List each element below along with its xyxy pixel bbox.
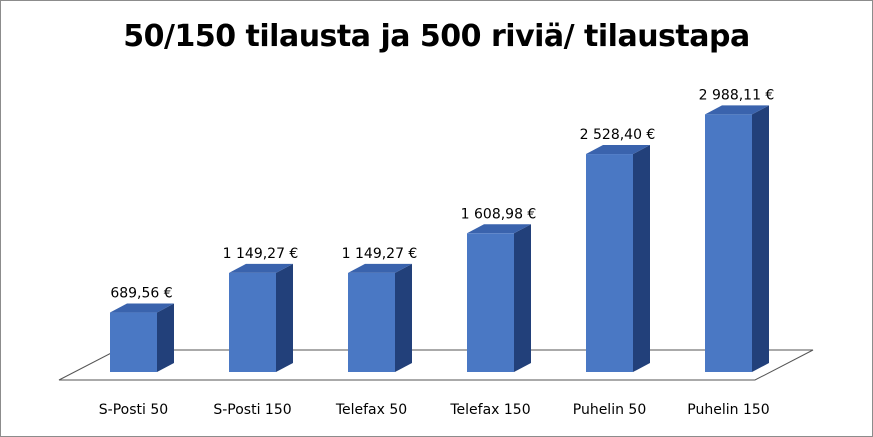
data-label: 1 608,98 € — [461, 206, 537, 222]
bar-side — [514, 224, 531, 372]
chart-title: 50/150 tilausta ja 500 riviä/ tilaustapa — [123, 19, 750, 54]
bar — [586, 145, 650, 372]
category-tick-label: S-Posti 50 — [99, 402, 168, 418]
bar-side — [157, 303, 174, 372]
bar-group — [110, 105, 769, 372]
data-label: 689,56 € — [110, 286, 172, 302]
bar-front — [705, 114, 752, 372]
category-tick-label: Puhelin 150 — [687, 402, 769, 418]
bar-top — [110, 303, 174, 313]
category-tick-label: S-Posti 150 — [213, 402, 291, 418]
category-tick-label: Telefax 150 — [449, 402, 530, 418]
bar-top — [586, 145, 650, 155]
bar — [110, 303, 174, 372]
bar — [705, 105, 769, 372]
data-label: 1 149,27 € — [223, 246, 299, 262]
bar-front — [348, 272, 395, 372]
bar-side — [276, 263, 293, 372]
category-tick-label: Telefax 50 — [335, 402, 407, 418]
bar-front — [586, 154, 633, 372]
data-label: 2 528,40 € — [580, 127, 656, 143]
bar-side — [633, 145, 650, 372]
bar-front — [467, 233, 514, 372]
category-tick-label: Puhelin 50 — [573, 402, 646, 418]
bar-top — [467, 224, 531, 234]
bar-front — [229, 272, 276, 372]
data-label: 2 988,11 € — [699, 87, 775, 103]
bar-side — [395, 263, 412, 372]
category-label-group: S-Posti 50 S-Posti 150 Telefax 50 Telefax 1… — [99, 402, 770, 418]
bar-top — [229, 263, 293, 273]
bar-top — [705, 105, 769, 115]
bar-front — [110, 312, 157, 372]
bar — [348, 263, 412, 372]
bar — [467, 224, 531, 372]
data-label: 1 149,27 € — [342, 246, 418, 262]
bar-side — [752, 105, 769, 372]
bar-top — [348, 263, 412, 273]
data-label-group: 689,56 € 1 149,27 € 1 149,27 € 1 608,98 € 2 … — [110, 87, 774, 301]
bar — [229, 263, 293, 372]
